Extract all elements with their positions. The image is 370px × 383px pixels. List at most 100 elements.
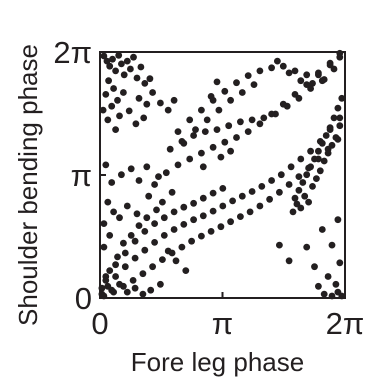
data-point <box>268 64 275 72</box>
data-point <box>190 216 198 224</box>
data-point <box>190 132 198 139</box>
data-point <box>120 239 127 247</box>
data-point <box>105 77 112 85</box>
data-point <box>250 81 258 88</box>
data-point <box>168 188 176 196</box>
data-point <box>188 237 196 245</box>
data-point <box>295 186 303 194</box>
data-point <box>127 232 135 239</box>
data-point <box>127 165 135 173</box>
data-point <box>227 96 235 104</box>
data-point <box>307 147 314 155</box>
data-point <box>227 218 235 226</box>
data-point <box>114 253 121 261</box>
data-point <box>246 208 254 216</box>
data-point <box>160 232 168 239</box>
data-point <box>108 286 116 294</box>
data-point <box>157 99 164 107</box>
data-point <box>334 216 342 224</box>
data-point <box>198 149 205 157</box>
data-point <box>131 284 139 292</box>
data-point <box>120 89 127 96</box>
data-point <box>324 149 332 157</box>
data-point <box>309 183 316 190</box>
data-point <box>248 116 256 124</box>
data-point <box>248 188 256 195</box>
data-point <box>137 63 145 71</box>
y-axis-ticks: 0 π 2π <box>53 35 106 316</box>
data-point <box>123 288 131 296</box>
data-point <box>132 120 140 128</box>
data-point <box>209 207 217 215</box>
data-point <box>109 55 116 63</box>
data-point <box>330 114 338 122</box>
data-point <box>103 57 111 65</box>
data-point <box>276 241 283 249</box>
data-point <box>118 171 125 179</box>
data-point <box>326 61 334 69</box>
data-point <box>320 290 328 298</box>
data-point <box>229 197 237 205</box>
data-point <box>291 194 299 202</box>
data-point <box>130 53 137 61</box>
data-point <box>141 228 149 235</box>
data-point <box>131 254 139 262</box>
data-point <box>121 249 129 257</box>
data-point <box>186 155 194 163</box>
data-point <box>198 106 205 114</box>
y-axis-label: Shoulder bending phase <box>13 44 43 326</box>
x-axis-ticks: 0 π 2π <box>91 292 364 341</box>
data-point <box>102 161 110 169</box>
data-point <box>139 290 147 298</box>
data-point <box>198 232 205 240</box>
data-point <box>146 75 154 83</box>
data-point <box>116 214 123 222</box>
data-point <box>289 208 297 216</box>
data-point <box>143 100 151 108</box>
data-point <box>266 195 273 203</box>
data-point <box>287 163 295 171</box>
data-points <box>98 49 346 300</box>
data-point <box>213 78 221 86</box>
data-point <box>227 147 235 155</box>
data-point <box>277 171 285 179</box>
data-point <box>178 138 186 145</box>
data-point <box>219 202 227 210</box>
data-point <box>199 163 207 171</box>
data-point <box>336 114 344 122</box>
data-point <box>114 96 121 104</box>
data-point <box>151 220 159 228</box>
x-tick-label: π <box>212 306 233 341</box>
data-point <box>225 122 233 130</box>
data-point <box>178 243 186 251</box>
data-point <box>120 71 128 79</box>
data-point <box>324 273 332 280</box>
data-point <box>116 280 123 288</box>
data-point <box>238 89 246 96</box>
data-point <box>192 126 199 133</box>
data-point <box>180 221 188 228</box>
data-point <box>209 189 217 197</box>
data-point <box>123 202 131 210</box>
data-point <box>303 243 311 251</box>
data-point <box>332 280 340 288</box>
x-tick-label: 2π <box>326 306 365 341</box>
data-point <box>297 155 305 163</box>
data-point <box>106 232 114 239</box>
data-point <box>291 91 299 98</box>
data-point <box>215 106 223 114</box>
data-point <box>233 79 240 87</box>
data-point <box>221 87 229 95</box>
data-point <box>99 106 107 114</box>
data-point <box>106 62 114 70</box>
data-point <box>112 273 119 280</box>
data-point <box>217 153 225 161</box>
data-point <box>237 213 244 221</box>
data-point <box>162 169 170 177</box>
data-point <box>256 120 264 128</box>
data-point <box>320 157 328 165</box>
data-point <box>170 96 178 104</box>
data-point <box>159 256 166 263</box>
data-point <box>118 60 125 68</box>
data-point <box>159 198 166 206</box>
